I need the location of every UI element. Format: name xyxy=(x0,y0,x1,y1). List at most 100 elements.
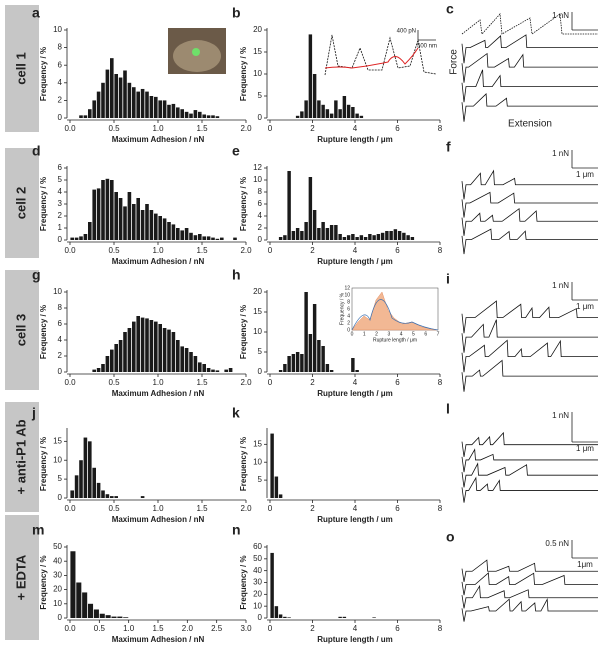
row-label: cell 3 xyxy=(13,314,28,347)
bar xyxy=(167,329,171,372)
bar xyxy=(372,617,376,618)
y-tick-label: 6 xyxy=(58,60,63,69)
x-tick-label: 0.0 xyxy=(64,246,76,255)
y-tick-label: 40 xyxy=(53,556,62,565)
length-scale-label: 1 μm xyxy=(576,302,594,311)
bar xyxy=(171,103,176,118)
x-tick-label: 6 xyxy=(395,504,400,513)
force-scale-label: 1 nN xyxy=(552,411,569,420)
panel-letter: a xyxy=(32,5,40,21)
bar xyxy=(308,334,313,372)
panel-letter: f xyxy=(446,139,451,155)
bar xyxy=(176,107,180,118)
bar xyxy=(145,318,149,372)
bar xyxy=(83,437,88,498)
bar xyxy=(110,349,114,372)
x-tick-label: 2.0 xyxy=(182,624,194,633)
bar xyxy=(101,364,105,372)
y-tick-label: 15 xyxy=(253,439,262,448)
inset-x-label: Rupture length / μm xyxy=(373,337,417,343)
bar xyxy=(123,617,129,618)
bar xyxy=(342,237,347,240)
bar xyxy=(338,616,342,618)
bar xyxy=(278,370,283,372)
bar xyxy=(132,321,136,372)
y-tick-label: 8 xyxy=(58,43,63,52)
bar xyxy=(193,110,198,118)
x-tick-label: 0 xyxy=(268,124,273,133)
inset-x-tick-label: 2 xyxy=(375,331,378,337)
y-tick-label: 2 xyxy=(58,211,63,220)
bar xyxy=(402,232,406,240)
x-tick-label: 2.0 xyxy=(240,378,252,387)
inset-y-tick-label: 0 xyxy=(347,327,350,333)
bar xyxy=(198,111,202,118)
x-tick-label: 6 xyxy=(395,246,400,255)
row-label: cell 2 xyxy=(13,187,28,220)
x-tick-label: 2.0 xyxy=(240,246,252,255)
bar xyxy=(206,236,211,240)
bar xyxy=(162,218,167,240)
y-tick-label: 1 xyxy=(58,223,63,232)
bar xyxy=(74,237,79,240)
y-tick-label: 4 xyxy=(258,211,263,220)
y-tick-label: 6 xyxy=(58,163,63,172)
row-label: + anti-P1 Ab xyxy=(13,419,28,494)
y-tick-label: 2 xyxy=(58,96,63,105)
bar xyxy=(220,237,224,240)
y-tick-label: 0 xyxy=(58,613,63,622)
bar xyxy=(101,490,105,498)
bar xyxy=(114,344,118,372)
force-trace xyxy=(461,476,598,503)
x-tick-label: 0.0 xyxy=(64,124,76,133)
y-tick-label: 15 xyxy=(53,436,62,445)
bar xyxy=(355,113,359,118)
bar xyxy=(397,231,402,240)
y-tick-label: 0 xyxy=(258,367,263,376)
y-tick-label: 10 xyxy=(53,599,62,608)
panel-letter: h xyxy=(232,267,241,283)
y-axis-label: Frequency / % xyxy=(39,437,48,491)
x-tick-label: 8 xyxy=(438,504,443,513)
bar xyxy=(180,109,184,118)
force-trace xyxy=(461,448,598,473)
bar xyxy=(176,340,180,372)
x-tick-label: 0 xyxy=(268,624,273,633)
x-tick-label: 8 xyxy=(438,246,443,255)
force-trace xyxy=(461,169,598,200)
bar xyxy=(74,475,79,498)
x-tick-label: 4 xyxy=(353,246,358,255)
bar xyxy=(329,225,334,240)
y-tick-label: 10 xyxy=(53,25,62,34)
x-axis-label: Rupture length / μm xyxy=(317,257,393,266)
force-trace xyxy=(461,462,598,488)
bar xyxy=(88,603,94,618)
force-trace xyxy=(461,207,598,236)
bar xyxy=(351,234,355,240)
y-axis-label: Frequency / % xyxy=(239,555,248,609)
y-tick-label: 0 xyxy=(58,113,63,122)
bar xyxy=(158,324,162,372)
bar xyxy=(393,229,398,240)
bar xyxy=(127,192,132,240)
bar xyxy=(325,109,330,118)
bar xyxy=(329,113,334,118)
y-axis-label: Frequency / % xyxy=(239,177,248,231)
bar xyxy=(372,235,376,240)
force-trace xyxy=(461,359,598,392)
y-tick-label: 5 xyxy=(258,347,263,356)
bar xyxy=(287,356,291,372)
bar xyxy=(338,109,342,118)
inset-photo-cell xyxy=(173,40,221,72)
x-tick-label: 4 xyxy=(353,504,358,513)
bar xyxy=(105,178,110,240)
bar xyxy=(321,346,325,372)
bar xyxy=(140,496,145,498)
panel-letter: b xyxy=(232,5,241,21)
inset-bars xyxy=(351,291,439,331)
bar xyxy=(304,292,308,372)
bar xyxy=(338,234,342,240)
bar xyxy=(351,358,355,372)
y-tick-label: 60 xyxy=(253,542,262,551)
bar xyxy=(111,616,117,618)
